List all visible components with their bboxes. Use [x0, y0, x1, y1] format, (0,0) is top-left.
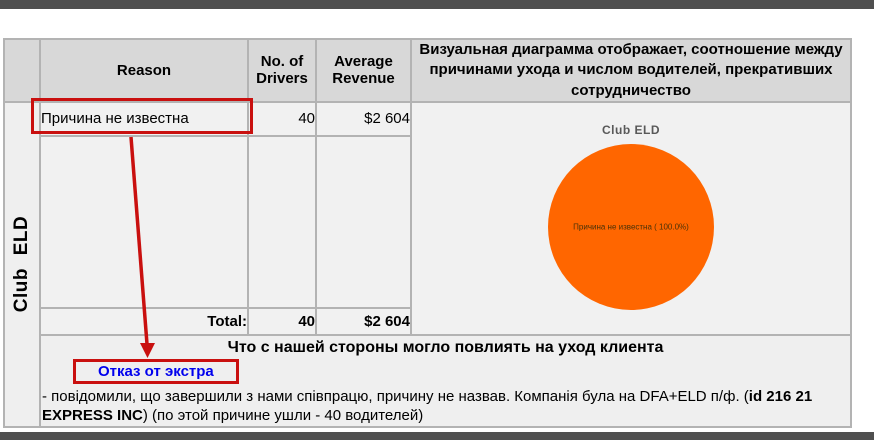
cell-revenue: $2 604: [315, 100, 412, 137]
cell-drivers: 40: [247, 100, 317, 137]
header-revenue: Average Revenue: [315, 38, 412, 103]
note-text: - повідомили, що завершили з нами співпр…: [42, 387, 749, 405]
analysis-cell: Что с нашей стороны могло повлиять на ух…: [39, 333, 852, 428]
empty-drivers-cell: [247, 134, 317, 309]
empty-reason-cell: [39, 134, 249, 309]
pie-chart-cell: Club ELD Причина не известна ( 100.0%): [410, 100, 852, 336]
analysis-heading: Что с нашей стороны могло повлиять на ух…: [227, 338, 664, 356]
header-chart-description: Визуальная диаграмма отображает, соотнош…: [410, 38, 852, 103]
table-row: Club ELD Причина не известна 40 $2 604 C…: [3, 100, 852, 428]
top-border-bar: [0, 0, 874, 9]
cell-reason: Причина не известна: [39, 100, 249, 137]
total-label: Total:: [39, 306, 249, 336]
header-row: Reason No. of Drivers Average Revenue Ви…: [3, 38, 852, 103]
analysis-row: Что с нашей стороны могло повлиять на ух…: [4, 333, 852, 428]
group-label-cell: Club ELD: [3, 100, 41, 428]
pie-chart-title: Club ELD: [602, 122, 660, 137]
analysis-note: - повідомили, що завершили з нами співпр…: [42, 387, 842, 425]
pie-slice-label: Причина не известна ( 100.0%): [573, 222, 689, 232]
header-drivers: No. of Drivers: [247, 38, 317, 103]
note-text-end: ) (по этой причине ушли - 40 водителей): [142, 407, 424, 425]
bottom-border-bar: [0, 432, 874, 440]
pie-chart: Причина не известна ( 100.0%): [548, 143, 714, 310]
highlight-box-link: Отказ от экстра: [73, 358, 239, 384]
reason-link-row: Отказ от экстра: [73, 358, 849, 384]
group-label: Club ELD: [11, 216, 32, 313]
empty-revenue-cell: [315, 134, 412, 309]
header-reason: Reason: [39, 38, 249, 103]
reason-category-link[interactable]: Отказ от экстра: [98, 362, 214, 380]
note-company-id: id 216 21 EXPRESS INC: [42, 387, 813, 425]
header-corner-cell: [3, 38, 41, 103]
total-revenue: $2 604: [315, 306, 412, 336]
total-drivers: 40: [247, 306, 317, 336]
churn-report-table: Reason No. of Drivers Average Revenue Ви…: [3, 38, 852, 428]
